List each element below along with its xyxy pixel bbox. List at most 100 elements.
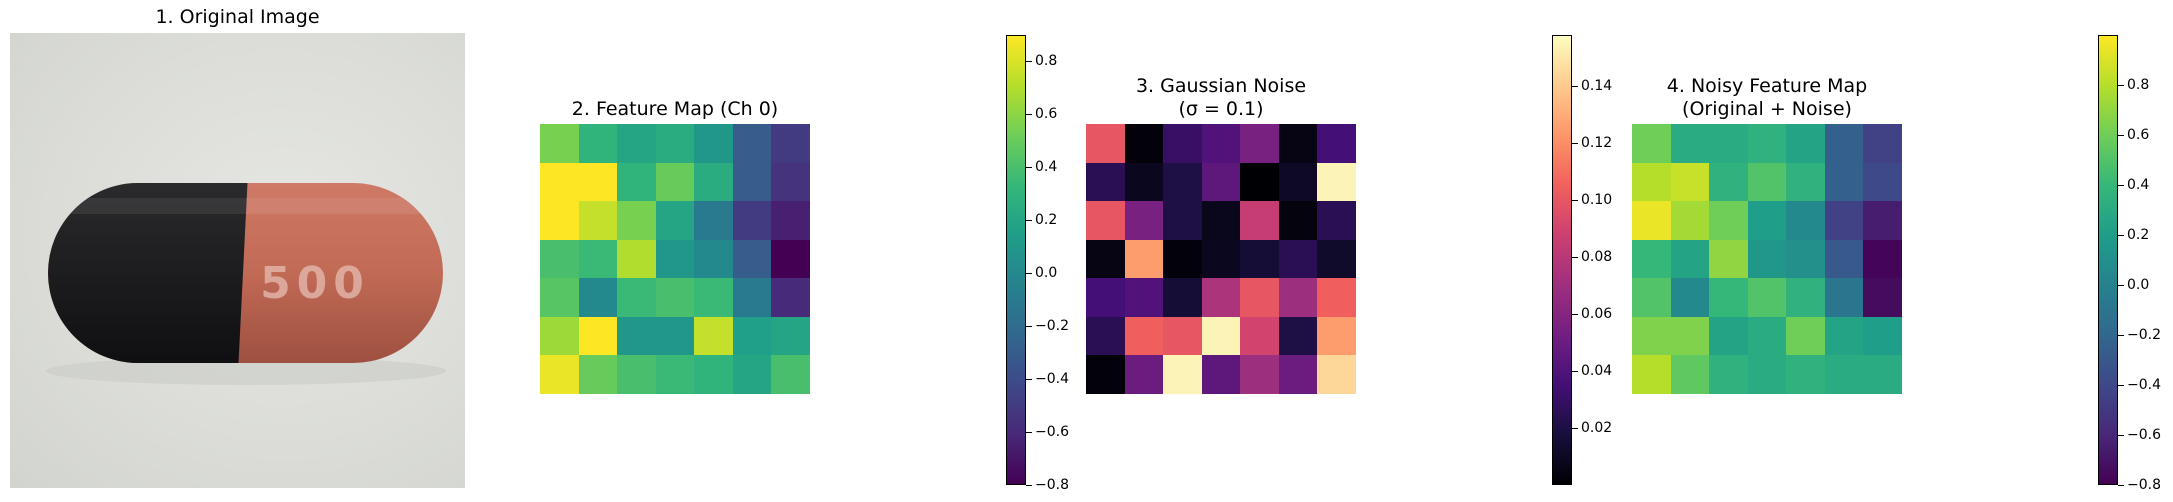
heatmap-cell — [578, 201, 618, 240]
heatmap-cell — [578, 124, 618, 163]
heatmap-cell — [1240, 239, 1279, 279]
heatmap-cell — [1124, 316, 1164, 356]
feature-map-title: 2. Feature Map (Ch 0) — [571, 98, 779, 120]
heatmap-cell — [540, 278, 579, 317]
heatmap-cell — [578, 316, 618, 356]
colorbar-tick-label: 0.10 — [1581, 192, 1613, 208]
heatmap-cell — [1863, 278, 1902, 317]
heatmap-cell — [1201, 124, 1241, 163]
gaussian-noise-colorbar — [1552, 35, 1572, 485]
heatmap-cell — [1086, 162, 1125, 202]
noisy-feature-map-heatmap — [1632, 124, 1902, 394]
noise-title-line1: 3. Gaussian Noise — [1135, 75, 1307, 97]
heatmap-cell — [1824, 124, 1864, 163]
heatmap-cell — [1086, 201, 1125, 240]
heatmap-cell — [617, 355, 656, 394]
colorbar-tick-label: −0.4 — [2127, 377, 2161, 393]
heatmap-cell — [732, 278, 772, 317]
heatmap-cell — [1163, 355, 1202, 394]
heatmap-cell — [1278, 316, 1318, 356]
colorbar-tick-label: 0.04 — [1581, 363, 1613, 379]
colorbar-tick-mark — [2118, 135, 2124, 136]
colorbar-tick-label: 0.2 — [2127, 227, 2150, 243]
heatmap-cell — [1747, 355, 1787, 394]
heatmap-cell — [1786, 124, 1825, 163]
colorbar-tick-label: 0.12 — [1581, 135, 1613, 151]
heatmap-cell — [771, 162, 810, 202]
colorbar-tick-label: −0.6 — [1035, 424, 1069, 440]
colorbar-tick-label: 0.08 — [1581, 249, 1613, 265]
heatmap-cell — [771, 316, 810, 356]
heatmap-cell — [732, 316, 772, 356]
heatmap-cell — [1747, 201, 1787, 240]
heatmap-cell — [1124, 124, 1164, 163]
heatmap-cell — [617, 278, 656, 317]
heatmap-cell — [1709, 201, 1748, 240]
colorbar-tick-mark — [1572, 257, 1578, 258]
heatmap-cell — [1632, 162, 1671, 202]
heatmap-cell — [694, 162, 733, 202]
colorbar-tick-label: −0.6 — [2127, 427, 2161, 443]
heatmap-cell — [1786, 239, 1825, 279]
heatmap-cell — [1709, 239, 1748, 279]
heatmap-cell — [1747, 124, 1787, 163]
heatmap-cell — [1709, 162, 1748, 202]
heatmap-cell — [1786, 278, 1825, 317]
heatmap-cell — [1824, 316, 1864, 356]
colorbar-tick-mark — [2118, 85, 2124, 86]
colorbar-tick-label: 0.8 — [1035, 53, 1058, 69]
heatmap-cell — [540, 355, 579, 394]
colorbar-tick-label: −0.2 — [2127, 327, 2161, 343]
heatmap-cell — [540, 162, 579, 202]
heatmap-cell — [1824, 162, 1864, 202]
heatmap-cell — [1863, 201, 1902, 240]
heatmap-cell — [1786, 162, 1825, 202]
heatmap-cell — [1863, 355, 1902, 394]
colorbar-tick-mark — [1572, 200, 1578, 201]
colorbar-tick-label: 0.8 — [2127, 77, 2150, 93]
heatmap-cell — [1709, 316, 1748, 356]
heatmap-cell — [617, 124, 656, 163]
colorbar-tick-mark — [2118, 485, 2124, 486]
heatmap-cell — [1124, 201, 1164, 240]
heatmap-cell — [1124, 239, 1164, 279]
heatmap-cell — [1240, 162, 1279, 202]
heatmap-cell — [732, 201, 772, 240]
heatmap-cell — [1086, 316, 1125, 356]
colorbar-tick-mark — [1572, 314, 1578, 315]
heatmap-cell — [1201, 201, 1241, 240]
heatmap-cell — [1201, 316, 1241, 356]
colorbar-tick-mark — [1572, 428, 1578, 429]
heatmap-cell — [1086, 124, 1125, 163]
heatmap-cell — [1163, 162, 1202, 202]
heatmap-cell — [1747, 278, 1787, 317]
heatmap-cell — [1824, 355, 1864, 394]
colorbar-tick-label: 0.02 — [1581, 420, 1613, 436]
heatmap-cell — [694, 355, 733, 394]
heatmap-cell — [1278, 162, 1318, 202]
heatmap-cell — [1786, 316, 1825, 356]
heatmap-cell — [694, 278, 733, 317]
colorbar-tick-mark — [1026, 326, 1032, 327]
heatmap-cell — [617, 316, 656, 356]
heatmap-cell — [1670, 239, 1710, 279]
colorbar-tick-label: 0.2 — [1035, 212, 1058, 228]
heatmap-cell — [1163, 201, 1202, 240]
heatmap-cell — [1632, 355, 1671, 394]
heatmap-cell — [1240, 316, 1279, 356]
original-image: 500 — [10, 33, 465, 488]
heatmap-cell — [1240, 124, 1279, 163]
heatmap-cell — [732, 124, 772, 163]
heatmap-cell — [694, 124, 733, 163]
heatmap-cell — [694, 239, 733, 279]
colorbar-tick-mark — [1026, 167, 1032, 168]
heatmap-cell — [1632, 278, 1671, 317]
colorbar-tick-label: 0.0 — [1035, 265, 1058, 281]
heatmap-cell — [771, 124, 810, 163]
colorbar-tick-label: 0.0 — [2127, 277, 2150, 293]
heatmap-cell — [1317, 162, 1356, 202]
heatmap-cell — [1086, 355, 1125, 394]
heatmap-cell — [655, 124, 695, 163]
heatmap-cell — [578, 162, 618, 202]
colorbar-tick-mark — [2118, 235, 2124, 236]
